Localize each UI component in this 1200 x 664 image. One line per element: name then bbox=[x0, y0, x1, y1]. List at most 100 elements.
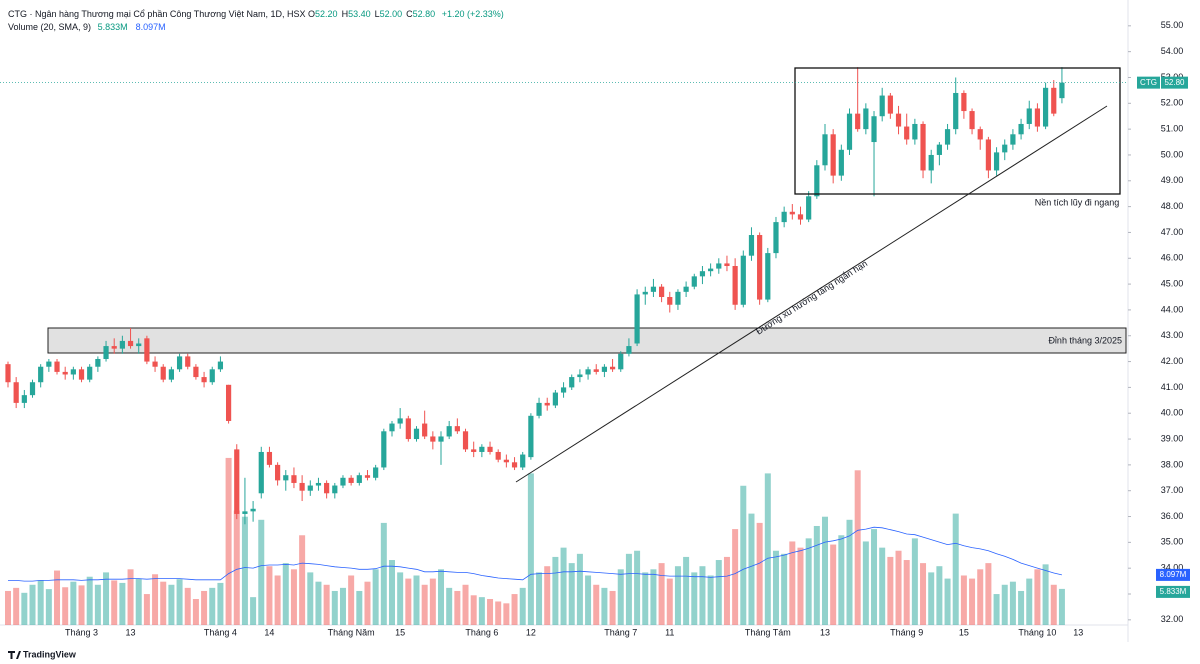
volume-bar bbox=[723, 556, 730, 625]
volume-bar bbox=[854, 470, 861, 625]
volume-bar bbox=[568, 563, 575, 625]
volume-bar bbox=[707, 575, 714, 625]
y-tick-label: 49.00 bbox=[1161, 175, 1184, 185]
volume-bar bbox=[152, 574, 159, 625]
candle-body bbox=[38, 366, 44, 383]
candle-body bbox=[5, 364, 11, 383]
candle-body bbox=[618, 353, 624, 370]
volume-bar bbox=[127, 569, 134, 625]
candle-body bbox=[136, 343, 142, 347]
ohlc-value: 53.40 bbox=[348, 9, 371, 19]
volume-bar bbox=[977, 569, 984, 625]
candle-body bbox=[520, 454, 526, 468]
volume-bar bbox=[585, 575, 592, 625]
candle-body bbox=[781, 211, 787, 223]
volume-bar bbox=[552, 556, 559, 625]
volume-bar bbox=[862, 541, 869, 625]
volume-sma: 8.097M bbox=[135, 22, 166, 32]
candle-body bbox=[332, 485, 338, 494]
volume-bar bbox=[13, 587, 20, 625]
volume-bar bbox=[895, 550, 902, 625]
sma-line bbox=[8, 526, 1062, 582]
volume-bar bbox=[364, 581, 371, 625]
x-tick-label: 15 bbox=[959, 627, 969, 637]
volume-bar bbox=[372, 569, 379, 625]
ohlc-key: C bbox=[406, 9, 413, 19]
candle-body bbox=[446, 426, 452, 437]
volume-bar bbox=[1034, 569, 1041, 625]
volume-bar bbox=[936, 566, 943, 625]
candle-body bbox=[659, 286, 665, 298]
candle-body bbox=[1051, 87, 1057, 114]
volume-bar bbox=[699, 566, 706, 625]
candle-body bbox=[46, 361, 52, 367]
logo-icon bbox=[8, 651, 21, 659]
candle-body bbox=[495, 451, 501, 460]
volume-bar bbox=[609, 590, 616, 625]
volume-bar bbox=[45, 589, 52, 625]
volume-bar bbox=[348, 575, 355, 625]
volume-bar bbox=[601, 587, 608, 625]
candle-body bbox=[95, 358, 101, 367]
header: CTG · Ngân hàng Thương mại Cổ phần Công … bbox=[8, 9, 508, 19]
candle-body bbox=[356, 475, 362, 483]
candle-body bbox=[838, 149, 844, 176]
volume-bar bbox=[920, 563, 927, 625]
badge-sma: 8.097M bbox=[1160, 570, 1187, 579]
y-tick-label: 48.00 bbox=[1161, 201, 1184, 211]
volume-bar bbox=[740, 485, 747, 625]
trend-line bbox=[515, 105, 1108, 483]
candle-body bbox=[397, 418, 403, 424]
badge-price: 52.80 bbox=[1164, 78, 1185, 87]
candle-body bbox=[993, 152, 1000, 171]
candle-body bbox=[536, 402, 542, 416]
candle-body bbox=[373, 467, 379, 478]
candle-body bbox=[732, 266, 738, 305]
candle-body bbox=[577, 374, 583, 378]
candle-body bbox=[152, 361, 158, 367]
volume-bar bbox=[462, 584, 469, 625]
candle-body bbox=[961, 92, 967, 112]
candle-body bbox=[797, 214, 804, 220]
volume-bar bbox=[62, 587, 69, 625]
candle-body bbox=[111, 346, 117, 349]
ohlc: O52.20 H53.40 L52.00 C52.80 bbox=[308, 9, 439, 19]
candle-body bbox=[62, 371, 68, 375]
candle-body bbox=[209, 369, 215, 383]
volume-bar bbox=[258, 519, 265, 625]
candle-body bbox=[601, 366, 608, 372]
volume-bar bbox=[576, 553, 583, 625]
x-tick-label: 13 bbox=[1073, 627, 1083, 637]
volume-bar bbox=[421, 584, 428, 625]
x-tick-label: Tháng 10 bbox=[1018, 627, 1056, 637]
candle-body bbox=[225, 384, 232, 421]
badge-bg bbox=[1137, 76, 1160, 89]
volume-bar bbox=[1018, 590, 1025, 625]
y-tick-label: 38.00 bbox=[1161, 459, 1184, 469]
candle-body bbox=[765, 253, 771, 300]
volume-header: Volume (20, SMA, 9) 5.833M 8.097M bbox=[8, 22, 166, 32]
candle-body bbox=[340, 477, 346, 486]
candle-body bbox=[29, 382, 36, 396]
volume-bar bbox=[593, 584, 600, 625]
volume-bar bbox=[830, 544, 837, 625]
volume-bar bbox=[37, 580, 44, 625]
candle-body bbox=[585, 369, 591, 375]
volume-bar bbox=[86, 576, 93, 625]
volume-bar bbox=[544, 566, 551, 625]
candle-body bbox=[201, 377, 207, 383]
volume-bar bbox=[446, 587, 453, 625]
candle-body bbox=[471, 449, 477, 452]
candle-body bbox=[462, 431, 469, 450]
volume-bar bbox=[21, 592, 28, 625]
badge-bg bbox=[1161, 76, 1188, 89]
candle-body bbox=[1010, 134, 1016, 145]
volume-bar bbox=[822, 516, 828, 625]
y-tick-label: 36.00 bbox=[1161, 511, 1184, 521]
volume-bar bbox=[642, 572, 649, 625]
volume-bar bbox=[111, 580, 118, 625]
candle-body bbox=[912, 123, 918, 140]
volume-bar bbox=[217, 582, 224, 625]
candle-body bbox=[944, 129, 951, 145]
volume-bar bbox=[274, 575, 281, 625]
